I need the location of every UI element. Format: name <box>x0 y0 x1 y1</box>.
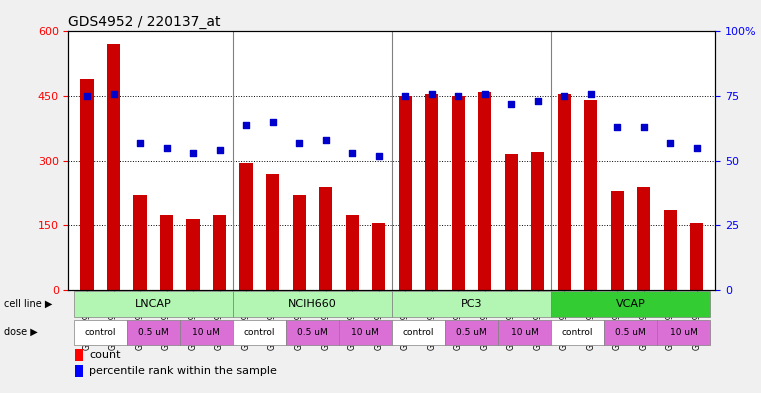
Text: 10 uM: 10 uM <box>193 328 220 337</box>
FancyBboxPatch shape <box>498 320 551 345</box>
Text: control: control <box>562 328 594 337</box>
FancyBboxPatch shape <box>551 292 710 317</box>
Point <box>81 93 93 99</box>
Point <box>293 140 305 146</box>
Text: GDS4952 / 220137_at: GDS4952 / 220137_at <box>68 15 221 29</box>
Bar <box>240 163 253 290</box>
Bar <box>399 96 412 290</box>
Bar <box>160 215 174 290</box>
Text: control: control <box>244 328 275 337</box>
Bar <box>372 223 385 290</box>
Text: cell line ▶: cell line ▶ <box>4 299 53 309</box>
Bar <box>664 210 677 290</box>
Bar <box>107 44 120 290</box>
Bar <box>81 79 94 290</box>
FancyBboxPatch shape <box>339 320 392 345</box>
Bar <box>425 94 438 290</box>
Point <box>187 150 199 156</box>
FancyBboxPatch shape <box>286 320 339 345</box>
Text: control: control <box>84 328 116 337</box>
FancyBboxPatch shape <box>74 320 127 345</box>
Point <box>425 90 438 97</box>
Point <box>240 121 252 128</box>
Bar <box>133 195 147 290</box>
Text: 10 uM: 10 uM <box>352 328 379 337</box>
Bar <box>345 215 358 290</box>
Bar <box>610 191 624 290</box>
Text: 10 uM: 10 uM <box>511 328 538 337</box>
FancyBboxPatch shape <box>551 320 604 345</box>
Text: 0.5 uM: 0.5 uM <box>138 328 169 337</box>
Text: 0.5 uM: 0.5 uM <box>615 328 646 337</box>
FancyBboxPatch shape <box>180 320 233 345</box>
Bar <box>505 154 517 290</box>
Point <box>505 101 517 107</box>
Bar <box>584 100 597 290</box>
Text: PC3: PC3 <box>460 299 482 309</box>
FancyBboxPatch shape <box>233 320 286 345</box>
Bar <box>478 92 492 290</box>
Point <box>399 93 411 99</box>
Bar <box>213 215 226 290</box>
Text: 10 uM: 10 uM <box>670 328 698 337</box>
Bar <box>637 187 651 290</box>
Point <box>611 124 623 130</box>
Bar <box>319 187 333 290</box>
Bar <box>75 365 84 376</box>
FancyBboxPatch shape <box>233 292 392 317</box>
Point <box>266 119 279 125</box>
Text: LNCAP: LNCAP <box>135 299 172 309</box>
Bar <box>558 94 571 290</box>
FancyBboxPatch shape <box>657 320 710 345</box>
Point <box>134 140 146 146</box>
FancyBboxPatch shape <box>392 292 551 317</box>
Bar <box>186 219 199 290</box>
Point <box>479 90 491 97</box>
Point <box>638 124 650 130</box>
FancyBboxPatch shape <box>127 320 180 345</box>
Bar <box>75 349 84 361</box>
FancyBboxPatch shape <box>604 320 657 345</box>
Text: 0.5 uM: 0.5 uM <box>456 328 487 337</box>
Point <box>161 145 173 151</box>
Point <box>452 93 464 99</box>
Point <box>532 98 544 105</box>
Point <box>320 137 332 143</box>
Bar <box>292 195 306 290</box>
FancyBboxPatch shape <box>392 320 445 345</box>
Text: percentile rank within the sample: percentile rank within the sample <box>89 366 277 376</box>
Bar <box>531 152 544 290</box>
Point <box>107 90 119 97</box>
Text: control: control <box>403 328 435 337</box>
Point <box>346 150 358 156</box>
Point <box>664 140 677 146</box>
Point <box>373 152 385 159</box>
Point <box>214 147 226 154</box>
Bar <box>451 96 465 290</box>
Bar <box>266 174 279 290</box>
FancyBboxPatch shape <box>74 292 233 317</box>
Text: VCAP: VCAP <box>616 299 645 309</box>
Text: count: count <box>89 350 121 360</box>
Text: 0.5 uM: 0.5 uM <box>297 328 328 337</box>
Point <box>584 90 597 97</box>
Point <box>558 93 570 99</box>
Text: dose ▶: dose ▶ <box>4 327 37 337</box>
FancyBboxPatch shape <box>445 320 498 345</box>
Bar <box>690 223 703 290</box>
Point <box>691 145 703 151</box>
Text: NCIH660: NCIH660 <box>288 299 337 309</box>
